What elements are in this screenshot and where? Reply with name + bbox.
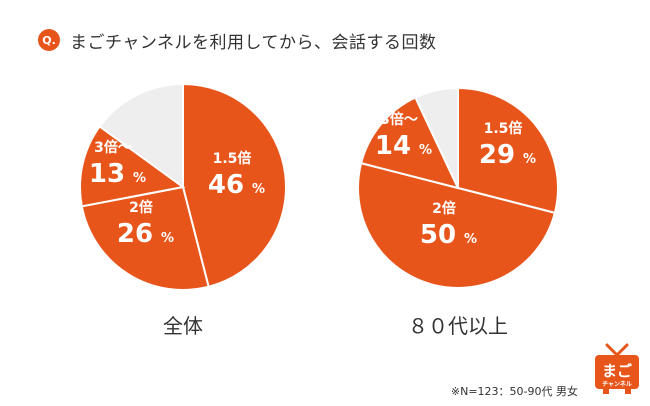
slice-value-label: 13 (89, 159, 125, 189)
slice-value-label: 14 (375, 131, 411, 161)
pie-slice-3 (79, 125, 186, 208)
slice-category-label: 1.5倍 (213, 150, 252, 167)
slice-unit-label: % (161, 231, 174, 246)
slice-category-label: 2倍 (432, 200, 456, 217)
question-header: Q. まごチャンネルを利用してから、会話する回数 (38, 24, 436, 56)
slice-category-label: 3倍～ (94, 139, 132, 156)
pie-slice-3 (359, 96, 460, 190)
slice-value-label: 26 (117, 219, 153, 249)
logo-text-2: チャンネル (602, 380, 632, 388)
chart-title: 全体 (163, 314, 203, 338)
slice-unit-label: % (133, 171, 146, 186)
pie-slice-1 (182, 82, 287, 288)
slice-category-label: 1.5倍 (484, 120, 523, 137)
slice-value-label: 29 (479, 140, 515, 170)
slice-category-label: 2倍 (129, 199, 153, 216)
pie-slice-other (414, 86, 459, 189)
question-badge: Q. (38, 29, 60, 51)
pie-slice-2 (80, 185, 210, 291)
slice-unit-label: % (252, 182, 265, 197)
question-title: まごチャンネルを利用してから、会話する回数 (70, 32, 437, 53)
slice-value-label: 50 (420, 220, 456, 250)
slice-category-label: 3倍～ (380, 111, 418, 128)
slice-unit-label: % (523, 152, 536, 167)
slice-unit-label: % (419, 143, 432, 158)
pie-slice-other (98, 82, 184, 189)
logo-text-1: まご (602, 362, 633, 380)
logo-icon: まご チャンネル (595, 343, 639, 394)
pie-slice-1 (457, 86, 559, 215)
pie-slice-2 (357, 161, 557, 289)
slice-unit-label: % (464, 232, 477, 247)
footnote: ※N=123：50-90代 男女 (450, 385, 578, 398)
slice-value-label: 46 (208, 170, 244, 200)
chart-title: ８０代以上 (408, 314, 508, 338)
